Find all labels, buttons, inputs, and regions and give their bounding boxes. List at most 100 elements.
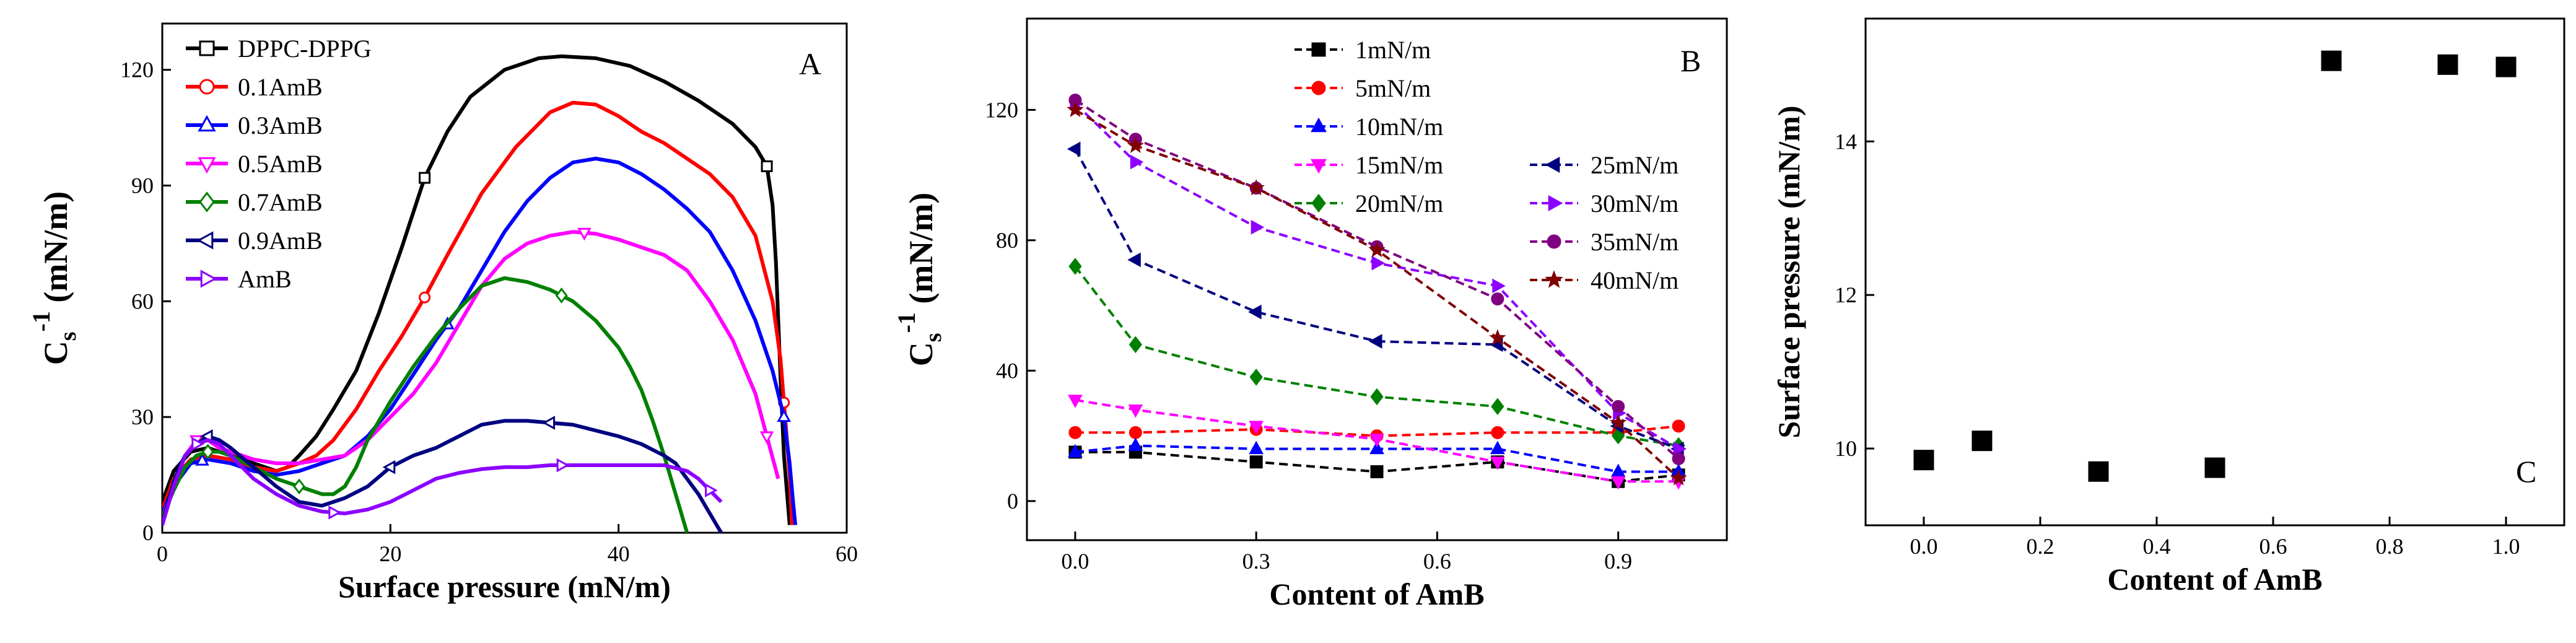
y-tick-label: 10 [1835,436,1857,461]
legend-label: 40mN/m [1591,266,1679,294]
legend-marker [1547,234,1561,249]
data-marker [577,227,592,241]
x-tick-label: 0.6 [2259,534,2287,559]
y-tick-label: 30 [131,405,154,429]
x-axis-label: Content of AmB [2107,562,2322,597]
data-marker [1068,444,1083,458]
data-point [2321,50,2342,71]
legend-item: 10mN/m [1295,113,1443,141]
data-marker [1249,455,1263,469]
legend-item: 0.9AmB [186,227,323,255]
data-marker [1612,400,1625,413]
legend-label: 0.3AmB [238,112,323,139]
legend-label: 10mN/m [1355,113,1443,141]
data-marker [1491,426,1504,439]
data-marker [1491,292,1504,306]
y-tick-label: 120 [120,58,154,82]
data-point [1971,431,1993,452]
y-tick-label: 90 [131,173,154,198]
data-marker [1609,414,1627,431]
y-tick-label: 12 [1835,282,1857,307]
legend-label: 20mN/m [1355,190,1443,217]
series-line [162,276,689,533]
data-marker [328,505,341,520]
data-marker [1249,421,1264,434]
series-10mN/m [1068,437,1686,477]
data-marker [1610,463,1626,477]
y-tick-label: 80 [996,228,1018,253]
data-marker [1492,278,1506,294]
legend-item: 0.5AmB [186,150,323,178]
plot-frame [1026,17,1728,541]
series-40mN/m [1067,100,1687,486]
panel-a: 0 20 40 60 0 30 60 90 120 Surface pressure (mN/m)… [27,22,858,604]
data-marker [1672,419,1685,433]
plot-frame [1864,17,2565,527]
y-axis-label-sup: -1 [27,311,55,331]
x-tick-label: 60 [836,541,858,566]
x-tick-label: 40 [608,541,630,566]
legend-label: 0.9AmB [238,227,323,255]
legend-marker [1311,159,1327,174]
data-marker [419,291,431,304]
series-line [1074,265,1679,447]
legend-marker [1311,193,1326,213]
data-marker [1489,329,1506,346]
legend-label: 1mN/m [1355,36,1431,64]
legend-label: 25mN/m [1591,151,1679,179]
x-tick-label: 0.0 [1910,534,1938,559]
panel-letter: A [799,46,821,81]
y-axis-label-main: C [37,341,74,365]
data-marker [1610,476,1626,490]
data-point [2437,54,2458,75]
legend-item: 20mN/m [1295,190,1443,217]
series-15mN/m [1068,395,1686,490]
data-marker [293,478,305,495]
data-marker [419,172,431,184]
x-axis-label: Content of AmB [1269,577,1484,611]
y-axis-label-unit: (mN/m) [37,191,74,311]
data-marker [382,460,396,475]
y-axis-label-main: C [902,342,940,366]
data-marker [777,409,792,422]
legend-label: 0.7AmB [238,188,323,216]
data-marker [1672,452,1685,465]
legend-item: 0.3AmB [186,112,323,139]
data-marker [1068,395,1083,408]
series-0.7AmB [162,276,689,533]
legend-marker [1548,195,1563,211]
legend-item: DPPC-DPPG [186,35,372,63]
legend-label: AmB [238,265,292,293]
data-marker [1068,258,1082,275]
data-marker [1368,334,1382,349]
data-marker [1248,304,1262,320]
legend-label: 5mN/m [1355,74,1431,102]
data-marker [1130,154,1144,170]
legend-label: 15mN/m [1355,151,1443,179]
series-line [162,54,792,525]
x-tick-label: 0.2 [2027,534,2054,559]
data-marker [1369,440,1384,455]
legend-marker [198,157,216,174]
legend-item: 0.1AmB [186,73,323,101]
legend-label: 0.1AmB [238,73,323,101]
data-marker [1490,440,1505,455]
legend-marker [199,191,215,212]
y-tick-label: 40 [996,358,1018,383]
y-axis-label-unit: (mN/m) [902,193,940,312]
x-tick-label: 0.6 [1423,549,1451,574]
y-tick-label: 14 [1835,129,1857,154]
y-axis-label-sub: s [920,333,946,342]
data-marker [1129,426,1142,439]
data-marker [761,160,773,172]
y-axis-label-sup: -1 [893,312,920,333]
x-axis-label: Surface pressure (mN/m) [338,569,671,604]
legend-item: 15mN/m [1295,151,1443,179]
data-marker [1251,219,1265,235]
series-0.9AmB [162,416,723,533]
data-marker [1369,434,1384,447]
data-marker [1128,405,1143,418]
data-marker [1371,255,1386,271]
legend-item: 1mN/m [1295,36,1431,64]
legend-item: 5mN/m [1295,74,1431,102]
